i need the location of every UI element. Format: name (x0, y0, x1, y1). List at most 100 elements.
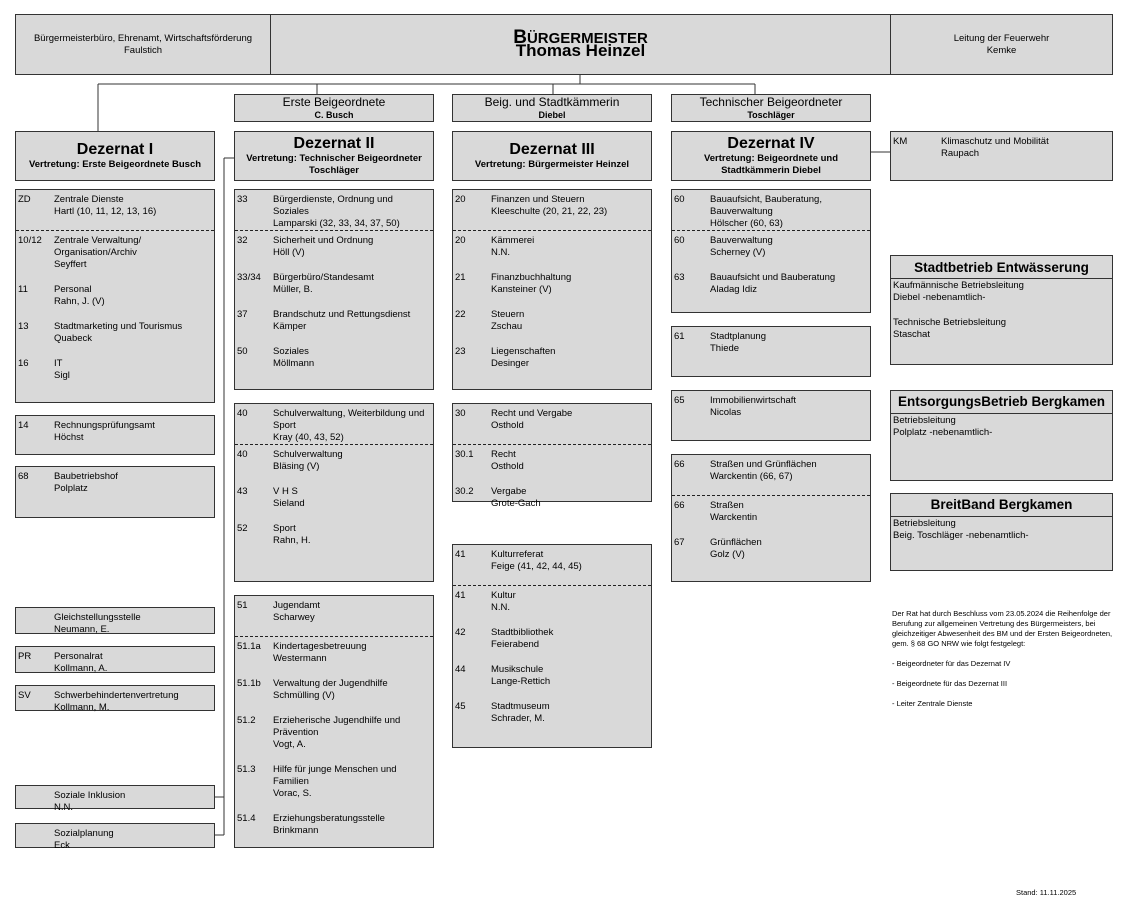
unit-code: 32 (237, 235, 248, 246)
unit-box: 65 Immobilienwirtschaft Nicolas (671, 390, 871, 441)
header-center: BÜRGERMEISTER Thomas Heinzel (270, 14, 891, 75)
department-title: Dezernat IV (727, 135, 815, 152)
unit-head: Kleeschulte (20, 21, 22, 23) (491, 206, 608, 217)
unit: 33 Bürgerdienste, Ordnung und Soziales Lam… (235, 194, 430, 230)
unit-box: 60 Bauaufsicht, Bauberatung, Bauverwaltun… (671, 189, 871, 313)
company: BreitBand Bergkamen Betriebsleitung Beig. … (890, 493, 1113, 571)
company-title: BreitBand Bergkamen (891, 494, 1112, 517)
section: KM Klimaschutz und Mobilität Raupach (891, 132, 1112, 160)
text: Leitung der Feuerwehr (953, 32, 1050, 44)
unit-code: 65 (674, 395, 685, 406)
unit-head: Vorac, S. (273, 788, 312, 799)
unit-head: Thiede (710, 343, 740, 354)
unit-code: 61 (674, 331, 685, 342)
unit-box: 14 Rechnungsprüfungsamt Höchst (15, 415, 215, 455)
unit-code: 51.2 (237, 715, 256, 726)
section: 61 Stadtplanung Thiede (672, 327, 870, 355)
unit: 13 Stadtmarketing und Tourismus Quabeck (16, 321, 211, 345)
unit-head: Kray (40, 43, 52) (273, 432, 344, 443)
date: Stand: 11.11.2025 (1016, 888, 1077, 897)
unit: 51.3 Hilfe für junge Menschen und Familie… (235, 764, 430, 800)
unit: 16 IT Sigl (16, 358, 211, 382)
unit-name: Immobilienwirtschaft (710, 395, 797, 406)
text: Beig. Toschläger -nebenamtlich- (893, 530, 1029, 541)
unit-name: Steuern (491, 309, 525, 320)
deputy-title: Beig. und Stadtkämmerin (484, 95, 620, 109)
unit-name: Stadtplanung (710, 331, 766, 342)
unit-code: 20 (455, 235, 466, 246)
unit-head: Westermann (273, 653, 327, 664)
section: 60 Bauverwaltung Scherney (V) 63 Bauaufsicht… (672, 231, 870, 296)
text: Kaufmännische Betriebsleitung (893, 280, 1024, 291)
unit-code: 43 (237, 486, 248, 497)
unit-head: Schmülling (V) (273, 690, 335, 701)
unit-code: 42 (455, 627, 466, 638)
deputy: Technischer Beigeordneter Toschläger (671, 94, 871, 122)
unit-name: Erzieherische Jugendhilfe und Prävention (273, 715, 401, 738)
unit: 51.1b Verwaltung der Jugendhilfe Schmüllin… (235, 678, 430, 702)
title: BÜRGERMEISTER (513, 27, 648, 48)
unit-name: Bürgerbüro/Standesamt (273, 272, 374, 283)
section: 33 Bürgerdienste, Ordnung und Soziales Lam… (235, 190, 433, 231)
section: 10/12 Zentrale Verwaltung/ Organisation/A… (16, 231, 214, 382)
unit: 41 Kultur N.N. (453, 590, 648, 614)
department-deputy: Vertretung: Technischer Beigeordneter To… (246, 153, 422, 176)
unit-box: SV Schwerbehindertenvertretung Kollmann, M… (15, 685, 215, 714)
unit: Gleichstellungsstelle Neumann, E. (16, 612, 211, 636)
text: Technische Betriebsleitung (893, 317, 1007, 328)
unit-name: Erziehungsberatungsstelle (273, 813, 385, 824)
unit-code: 66 (674, 500, 685, 511)
unit-head: Vogt, A. (273, 739, 306, 750)
unit: 51.2 Erzieherische Jugendhilfe und Präven… (235, 715, 430, 751)
company-title: EntsorgungsBetrieb Bergkamen (891, 391, 1112, 414)
unit-name: Bauaufsicht und Bauberatung (710, 272, 836, 283)
management: Technische Betriebsleitung Staschat (891, 316, 1112, 342)
unit-code: PR (18, 651, 32, 662)
unit-head: Kämper (273, 321, 307, 332)
section: Sozialplanung Eck (16, 824, 214, 852)
unit-name: Jugendamt (273, 600, 321, 611)
unit-head: Hölscher (60, 63) (710, 218, 783, 229)
unit-head: Quabeck (54, 333, 93, 344)
unit-name: Bauverwaltung (710, 235, 773, 246)
unit: 33/34 Bürgerbüro/Standesamt Müller, B. (235, 272, 430, 296)
unit-code: 30 (455, 408, 466, 419)
company: Stadtbetrieb Entwässerung Kaufmännische B… (890, 255, 1113, 365)
unit-code: 10/12 (18, 235, 42, 246)
unit-box: 66 Straßen und Grünflächen Warckentin (66,… (671, 454, 871, 582)
unit: 67 Grünflächen Golz (V) (672, 537, 867, 561)
unit-code: 67 (674, 537, 685, 548)
unit-code: 30.1 (455, 449, 474, 460)
unit-box: Soziale Inklusion N.N. (15, 785, 215, 813)
unit: 22 Steuern Zschau (453, 309, 648, 333)
section: SV Schwerbehindertenvertretung Kollmann, M… (16, 686, 214, 714)
department-deputy: Vertretung: Bürgermeister Heinzel (474, 159, 630, 170)
unit-head: Rahn, J. (V) (54, 296, 105, 307)
unit-head: Grote-Gach (491, 498, 541, 509)
unit-name: Straßen und Grünflächen (710, 459, 817, 470)
section: Gleichstellungsstelle Neumann, E. (16, 608, 214, 636)
unit: 44 Musikschule Lange-Rettich (453, 664, 648, 688)
unit-name: Gleichstellungsstelle (54, 612, 141, 623)
unit-head: Scherney (V) (710, 247, 766, 258)
unit-name: Bauaufsicht, Bauberatung, Bauverwaltung (710, 194, 822, 217)
deputy-name: Toschläger (747, 110, 795, 120)
unit: 40 Schulverwaltung, Weiterbildung und Spo… (235, 408, 430, 444)
unit-code: 11 (18, 284, 28, 295)
unit-box: 33 Bürgerdienste, Ordnung und Soziales Lam… (234, 189, 434, 390)
unit-head: Warckentin (710, 512, 758, 523)
unit: 65 Immobilienwirtschaft Nicolas (672, 395, 867, 419)
unit-box: Sozialplanung Eck (15, 823, 215, 851)
section: PR Personalrat Kollmann, A. (16, 647, 214, 675)
unit-box: Gleichstellungsstelle Neumann, E. (15, 607, 215, 636)
unit-name: Personalrat (54, 651, 103, 662)
unit: 61 Stadtplanung Thiede (672, 331, 867, 355)
section: 20 Finanzen und Steuern Kleeschulte (20, 2… (453, 190, 651, 231)
unit-box: 68 Baubetriebshof Polplatz (15, 466, 215, 518)
unit-code: SV (18, 690, 31, 701)
unit: 45 Stadtmuseum Schrader, M. (453, 701, 648, 725)
unit-head: Feierabend (491, 639, 540, 650)
unit-code: 60 (674, 194, 685, 205)
unit-code: 22 (455, 309, 466, 320)
unit-name: V H S (273, 486, 298, 497)
